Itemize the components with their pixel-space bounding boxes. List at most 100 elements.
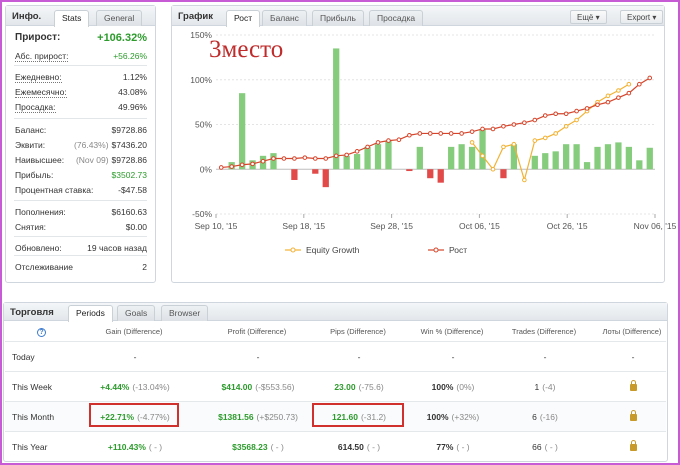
gain-value: +4.44% [100,382,130,392]
info-row: Баланс: $9728.86 [15,125,147,137]
gain-cell: - [75,342,195,372]
trading-table-header: ? Gain (Difference) Profit (Difference) Pip… [4,324,667,340]
info-value-text: 49.96% [118,102,147,112]
info-value-text: $6160.63 [111,207,147,217]
column-header: Pips (Difference) [330,327,386,336]
win-difference: ( - ) [456,442,470,452]
win-difference: (+32%) [451,412,480,422]
column-header: Gain (Difference) [105,327,163,336]
highlight-pips-this-month [312,403,404,427]
gain-cell: +22.71% (-4.77%) [75,402,195,432]
info-label: Процентная ставка: [15,185,94,195]
win-value: 100% [431,382,454,392]
info-value: -$47.58 [118,185,147,195]
win-cell: 100% (0%) [393,372,513,402]
info-value-text: $9728.86 [111,155,147,165]
trades-cell: - [485,342,605,372]
info-value: 2 [142,262,147,272]
pips-difference: (-75.6) [358,382,384,392]
info-value-text: +106.32% [97,32,147,44]
info-value: $3502.73 [112,170,147,180]
pips-difference: (-31.2) [360,412,387,422]
trading-panel: Торговля Periods Goals Browser ? Gain (Di… [3,302,668,462]
tab-stats[interactable]: Stats [54,10,90,27]
info-row: Ежедневно: 1.12% [15,72,147,84]
trades-difference: (-4) [542,382,556,392]
info-value: +106.32% [97,32,147,44]
info-value: 1.12% [123,72,147,82]
tab-goals[interactable]: Goals [117,305,156,321]
profit-difference: (-$553.56) [255,382,295,392]
lots-cell [603,432,663,462]
info-label: Прирост: [15,32,61,43]
lots-cell [603,372,663,402]
win-cell: 100% (+32%) [393,402,513,432]
help-icon[interactable]: ? [37,328,46,337]
profit-cell: $3568.23( - ) [198,432,318,462]
table-row: This Week +4.44% (-13.04%) $414.00 (-$553.56… [5,371,666,401]
tab-general[interactable]: General [96,10,143,26]
win-value: 100% [426,412,449,422]
export-dropdown-button[interactable]: Export ▾ [620,10,664,24]
overlay-annotation-text: 3место [209,36,284,63]
tab-profit[interactable]: Прибыль [312,10,364,26]
info-value: 49.96% [118,102,147,112]
info-label: Баланс: [15,125,47,135]
info-value-text: $7436.20 [111,140,147,150]
win-value: 77% [436,442,454,452]
pips-cell: 614.50( - ) [299,432,419,462]
gain-value: - [133,352,137,362]
profit-value: $3568.23 [232,442,268,452]
trades-cell: 6 (-16) [485,402,605,432]
period-label: This Month [12,412,55,422]
tab-balance[interactable]: Баланс [262,10,307,26]
lots-cell [603,402,663,432]
info-row: Прибыль: $3502.73 [15,170,147,182]
pips-cell: 121.60 (-31.2) [299,402,419,432]
info-panel: Инфо. Stats General Прирост: +106.32% Абс.… [5,5,156,283]
info-value-text: 19 часов назад [87,243,147,253]
gain-difference: ( - ) [148,442,163,452]
export-label: Export [627,13,651,22]
graph-title: График [178,11,214,22]
profit-difference: (+$250.73) [256,412,298,422]
trades-value: 1 [534,382,540,392]
gain-value: +110.43% [107,442,146,452]
win-cell: 77%( - ) [393,432,513,462]
info-value: $9728.86 [112,125,147,135]
lock-icon[interactable] [629,440,637,452]
highlight-gain-this-month [89,403,179,427]
tab-periods[interactable]: Periods [68,305,113,322]
divider [14,65,147,66]
more-label: Ещё [577,13,594,22]
profit-value: $1381.56 [218,412,254,422]
period-label: Today [12,352,35,362]
info-value: $0.00 [126,222,147,232]
profit-value: $414.00 [221,382,253,392]
trades-cell: 66( - ) [485,432,605,462]
lock-icon[interactable] [629,380,637,392]
pips-cell: 23.00 (-75.6) [299,372,419,402]
lock-icon[interactable] [629,410,637,422]
profit-cell: - [198,342,318,372]
win-value: - [451,352,455,362]
graph-panel-header: График Рост Баланс Прибыль Просадка Ещё … [172,6,664,27]
tab-growth[interactable]: Рост [226,10,261,27]
pips-cell: - [299,342,419,372]
info-label: Ежедневно: [15,72,62,83]
pips-value: 121.60 [331,412,358,422]
info-label: Ежемесячно: [15,87,67,98]
period-label: This Week [12,382,52,392]
info-row: Обновлено: 19 часов назад [15,243,147,255]
pips-value: 614.50 [337,442,364,452]
info-value: (76.43%) $7436.20 [74,140,147,150]
table-row: Today - - - - - - [5,341,666,371]
more-dropdown-button[interactable]: Ещё ▾ [570,10,607,24]
column-header: Profit (Difference) [227,327,287,336]
tab-browser[interactable]: Browser [161,305,209,321]
info-value: $6160.63 [112,207,147,217]
info-value: 43.08% [118,87,147,97]
profit-cell: $414.00 (-$553.56) [198,372,318,402]
tab-drawdown[interactable]: Просадка [369,10,424,26]
info-row: Эквити: (76.43%) $7436.20 [15,140,147,152]
